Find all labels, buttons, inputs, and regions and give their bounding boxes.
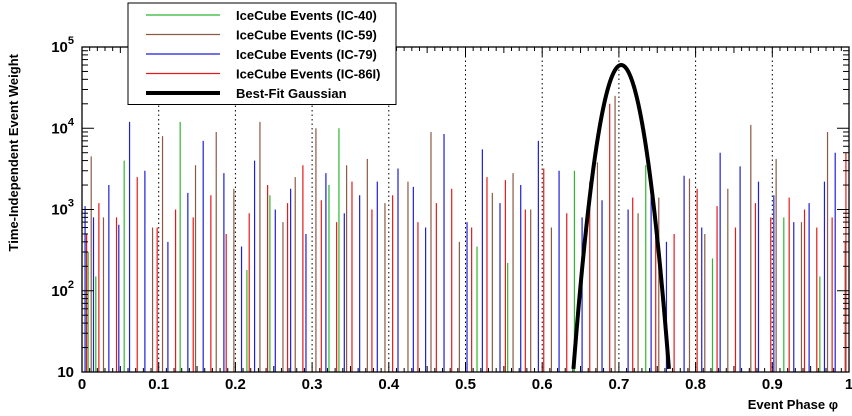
y-tick-label-1: 102	[51, 279, 74, 300]
event-bars	[84, 95, 847, 372]
x-tick-label-3: 0.3	[302, 376, 323, 393]
legend-label-gaussian: Best-Fit Gaussian	[236, 86, 347, 101]
gaussian-curve	[571, 63, 671, 370]
legend-entry-gaussian: Best-Fit Gaussian	[146, 86, 347, 101]
x-tick-label-6: 0.6	[532, 376, 553, 393]
legend: IceCube Events (IC-40) IceCube Events (I…	[127, 2, 397, 105]
x-tick-label-9: 0.9	[762, 376, 783, 393]
legend-entry-ic40: IceCube Events (IC-40)	[146, 8, 377, 23]
y-axis-label: Time-Independent Event Weight	[6, 53, 21, 251]
y-tick-label-2: 103	[51, 198, 74, 219]
x-tick-label-7: 0.7	[608, 376, 629, 393]
x-tick-label-10: 1	[845, 376, 852, 393]
gaussian-curve-layer	[571, 63, 671, 370]
y-tick-label-0: 10	[57, 364, 74, 381]
legend-label-ic59: IceCube Events (IC-59)	[236, 28, 377, 43]
y-tick-label-4: 105	[51, 35, 74, 56]
x-tick-label-0: 0	[78, 376, 86, 393]
legend-entry-ic59: IceCube Events (IC-59)	[146, 28, 377, 43]
legend-entry-ic86i: IceCube Events (IC-86I)	[146, 67, 381, 82]
x-tick-label-1: 0.1	[148, 376, 169, 393]
legend-entry-ic79: IceCube Events (IC-79)	[146, 47, 377, 62]
x-axis-label: Event Phase φ	[748, 397, 838, 412]
y-tick-label-3: 104	[51, 116, 75, 137]
legend-label-ic40: IceCube Events (IC-40)	[236, 8, 377, 23]
x-tick-label-5: 0.5	[455, 376, 476, 393]
x-tick-label-2: 0.2	[225, 376, 246, 393]
x-tick-label-4: 0.4	[378, 376, 400, 393]
legend-label-ic86i: IceCube Events (IC-86I)	[236, 67, 381, 82]
x-tick-label-8: 0.8	[685, 376, 706, 393]
legend-label-ic79: IceCube Events (IC-79)	[236, 47, 377, 62]
